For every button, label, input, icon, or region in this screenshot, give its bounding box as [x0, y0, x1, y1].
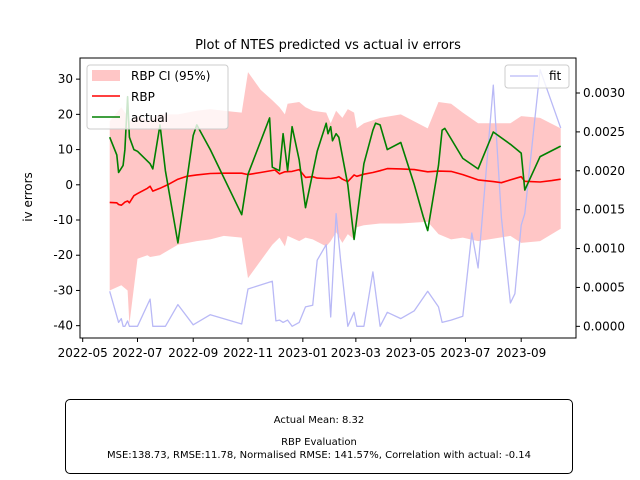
y2-tick-label: 0.0005: [583, 280, 625, 294]
y-tick-label: 10: [58, 143, 73, 157]
x-tick-label: 2022-11: [223, 346, 273, 360]
legend-box: [86, 64, 229, 130]
evaluation-metrics: MSE:138.73, RMSE:11.78, Normalised RMSE:…: [106, 450, 532, 461]
legend-label: fit: [549, 69, 562, 83]
y-tick-label: -30: [53, 283, 73, 297]
legend-label: actual: [131, 111, 168, 125]
y-axis-label: iv errors: [21, 172, 35, 222]
x-tick-label: 2022-07: [112, 346, 162, 360]
legend-label: RBP CI (95%): [131, 69, 210, 83]
series-line-rbp: [109, 167, 561, 206]
y2-tick-label: 0.0020: [583, 164, 625, 178]
x-tick-label: 2023-03: [331, 346, 381, 360]
plot-frame: [79, 57, 577, 339]
x-tick-label: 2023-07: [440, 346, 490, 360]
y2-tick-label: 0.0025: [583, 125, 625, 139]
y-tick-label: 20: [58, 107, 73, 121]
y-tick-label: 0: [65, 178, 73, 192]
legend-swatch-ci: [92, 70, 120, 81]
y-tick-label: -40: [53, 319, 73, 333]
x-tick-label: 2023-01: [278, 346, 328, 360]
y2-tick-label: 0.0000: [583, 319, 625, 333]
y-tick-label: -10: [53, 213, 73, 227]
axes: -40 -30 -20 -10 0 10 20 30 0.0000 0.0005 0.0010 0.0…: [53, 57, 625, 360]
x-tick-label: 2022-05: [58, 346, 108, 360]
evaluation-heading: RBP Evaluation: [281, 437, 357, 448]
series-line-actual: [108, 95, 562, 244]
plot-area: [108, 69, 562, 327]
stats-box: Actual Mean: 8.32 RBP Evaluation MSE:138…: [65, 399, 573, 474]
actual-mean-text: Actual Mean: 8.32: [273, 415, 365, 426]
chart: -40 -30 -20 -10 0 10 20 30 0.0000 0.0005 0.0010 0.0…: [21, 38, 625, 360]
x-tick-label: 2022-09: [168, 346, 218, 360]
y2-tick-label: 0.0010: [583, 242, 625, 256]
y2-tick-label: 0.0015: [583, 203, 625, 217]
y-tick-label: 30: [58, 72, 73, 86]
y2-tick-label: 0.0030: [583, 86, 625, 100]
legend-label: RBP: [131, 90, 155, 104]
series-line-fit: [109, 69, 562, 327]
y-tick-label: -20: [53, 248, 73, 262]
legend: RBP CI (95%) RBP actual fit: [86, 64, 570, 130]
x-tick-label: 2023-09: [496, 346, 546, 360]
x-tick-label: 2023-05: [386, 346, 436, 360]
chart-title: Plot of NTES predicted vs actual iv erro…: [195, 38, 461, 53]
